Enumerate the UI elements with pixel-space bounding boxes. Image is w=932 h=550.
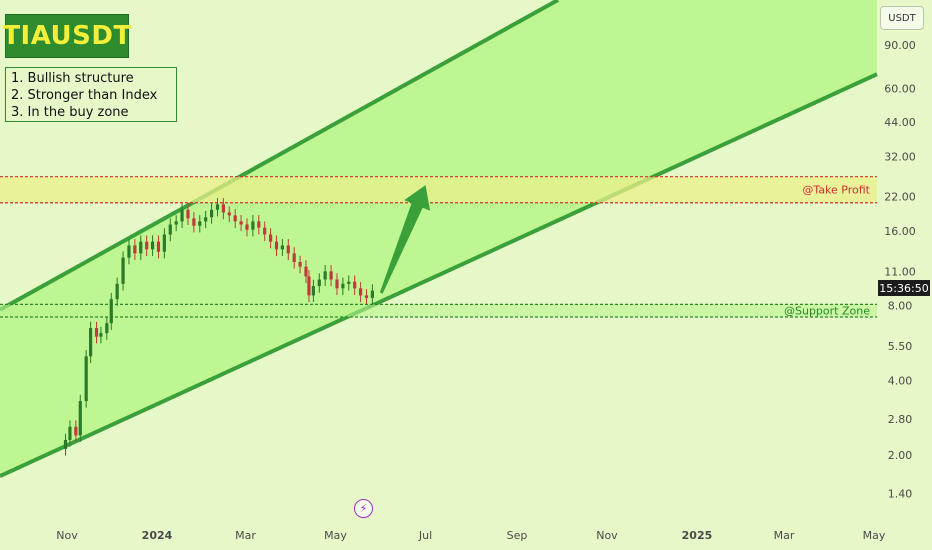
candle-body[interactable] xyxy=(84,356,88,402)
candle-body[interactable] xyxy=(347,281,351,284)
candle-body[interactable] xyxy=(364,295,369,298)
x-tick-label: Jul xyxy=(418,529,432,542)
x-tick-label: Mar xyxy=(235,529,256,542)
candle-body[interactable] xyxy=(251,221,255,230)
y-tick-label: 90.00 xyxy=(884,39,916,52)
candle-body[interactable] xyxy=(341,283,345,289)
y-tick-label: 16.00 xyxy=(884,225,916,238)
x-tick-label: May xyxy=(324,529,347,542)
y-axis-panel xyxy=(878,0,932,550)
candle-body[interactable] xyxy=(307,276,311,296)
candle-body[interactable] xyxy=(99,333,103,337)
y-tick-label: 2.80 xyxy=(888,413,913,426)
candle-body[interactable] xyxy=(317,279,321,287)
y-tick-label: 11.00 xyxy=(884,265,916,278)
support-zone[interactable] xyxy=(0,304,877,318)
candle-body[interactable] xyxy=(292,253,296,263)
y-tick-label: 8.00 xyxy=(888,300,913,313)
candle-body[interactable] xyxy=(139,241,143,254)
take-profit-label: @Take Profit xyxy=(802,184,870,197)
y-tick-label: 32.00 xyxy=(884,150,916,163)
candle-body[interactable] xyxy=(150,241,155,250)
note-item: 3. In the buy zone xyxy=(11,105,129,120)
y-tick-label: 5.50 xyxy=(888,340,913,353)
candle-body[interactable] xyxy=(257,221,261,228)
candle-body[interactable] xyxy=(180,209,184,222)
note-item: 1. Bullish structure xyxy=(11,71,134,86)
candle-body[interactable] xyxy=(145,241,149,250)
support-zone-label: @Support Zone xyxy=(784,305,870,318)
take-profit-zone[interactable] xyxy=(0,176,877,203)
currency-button[interactable]: USDT xyxy=(880,6,924,30)
price-timer-badge: 15:36:50 xyxy=(878,280,930,296)
y-tick-label: 44.00 xyxy=(884,116,916,129)
candle-body[interactable] xyxy=(121,257,125,284)
x-tick-label: Nov xyxy=(56,529,78,542)
y-tick-label: 4.00 xyxy=(888,374,913,387)
candle-body[interactable] xyxy=(174,221,178,225)
candle-body[interactable] xyxy=(298,262,302,267)
candle-body[interactable] xyxy=(304,266,308,277)
candle-body[interactable] xyxy=(74,426,78,436)
candle-body[interactable] xyxy=(162,234,166,252)
x-tick-label: 2024 xyxy=(142,529,173,542)
notes-box: 1. Bullish structure 2. Stronger than In… xyxy=(5,67,177,122)
candle-body[interactable] xyxy=(286,245,290,254)
candle-body[interactable] xyxy=(311,286,315,296)
candle-body[interactable] xyxy=(168,224,172,235)
candle-body[interactable] xyxy=(115,283,119,300)
y-tick-label: 22.00 xyxy=(884,191,916,204)
candle-body[interactable] xyxy=(63,439,68,449)
candle-body[interactable] xyxy=(245,224,249,230)
target-arrow xyxy=(379,185,431,294)
note-item: 2. Stronger than Index xyxy=(11,88,158,103)
candle-body[interactable] xyxy=(280,245,284,250)
candle-body[interactable] xyxy=(215,204,220,210)
channel-lower-line[interactable] xyxy=(0,72,878,478)
x-tick-label: May xyxy=(863,529,886,542)
symbol-title-box: TIAUSDT xyxy=(2,14,132,58)
candle-body[interactable] xyxy=(263,227,267,235)
candle-body[interactable] xyxy=(127,245,131,258)
candle-body[interactable] xyxy=(323,271,327,280)
candle-body[interactable] xyxy=(209,209,214,218)
candle-body[interactable] xyxy=(105,323,109,334)
candle-body[interactable] xyxy=(370,290,374,298)
candle-body[interactable] xyxy=(192,218,196,226)
x-tick-label: Nov xyxy=(596,529,618,542)
y-tick-label: 2.00 xyxy=(888,449,913,462)
channel-fill xyxy=(0,0,877,477)
candle-body[interactable] xyxy=(274,241,279,250)
y-tick-label: 1.40 xyxy=(888,487,913,500)
lightning-icon[interactable]: ⚡ xyxy=(354,499,373,518)
candle-body[interactable] xyxy=(89,328,93,357)
candle-body[interactable] xyxy=(68,426,72,440)
x-tick-label: Sep xyxy=(507,529,528,542)
x-tick-label: Mar xyxy=(774,529,795,542)
candle-body[interactable] xyxy=(329,271,333,280)
candle-body[interactable] xyxy=(233,215,237,222)
candle-body[interactable] xyxy=(335,279,339,289)
candle-body[interactable] xyxy=(227,212,231,216)
channel-upper-line[interactable] xyxy=(0,0,559,312)
candle-body[interactable] xyxy=(94,328,99,337)
candle-body[interactable] xyxy=(186,209,190,219)
candle-body[interactable] xyxy=(156,241,161,252)
y-tick-label: 60.00 xyxy=(884,83,916,96)
candle-body[interactable] xyxy=(358,288,363,296)
candle-body[interactable] xyxy=(133,245,137,254)
candle-body[interactable] xyxy=(78,401,82,436)
candle-body[interactable] xyxy=(353,281,357,289)
symbol-title: TIAUSDT xyxy=(2,21,132,51)
candle-body[interactable] xyxy=(198,221,202,226)
candle-body[interactable] xyxy=(239,221,243,225)
candle-body[interactable] xyxy=(109,299,113,324)
candle-body[interactable] xyxy=(204,217,208,222)
candle-body[interactable] xyxy=(268,234,273,242)
x-tick-label: 2025 xyxy=(682,529,713,542)
candle-body[interactable] xyxy=(221,204,225,213)
